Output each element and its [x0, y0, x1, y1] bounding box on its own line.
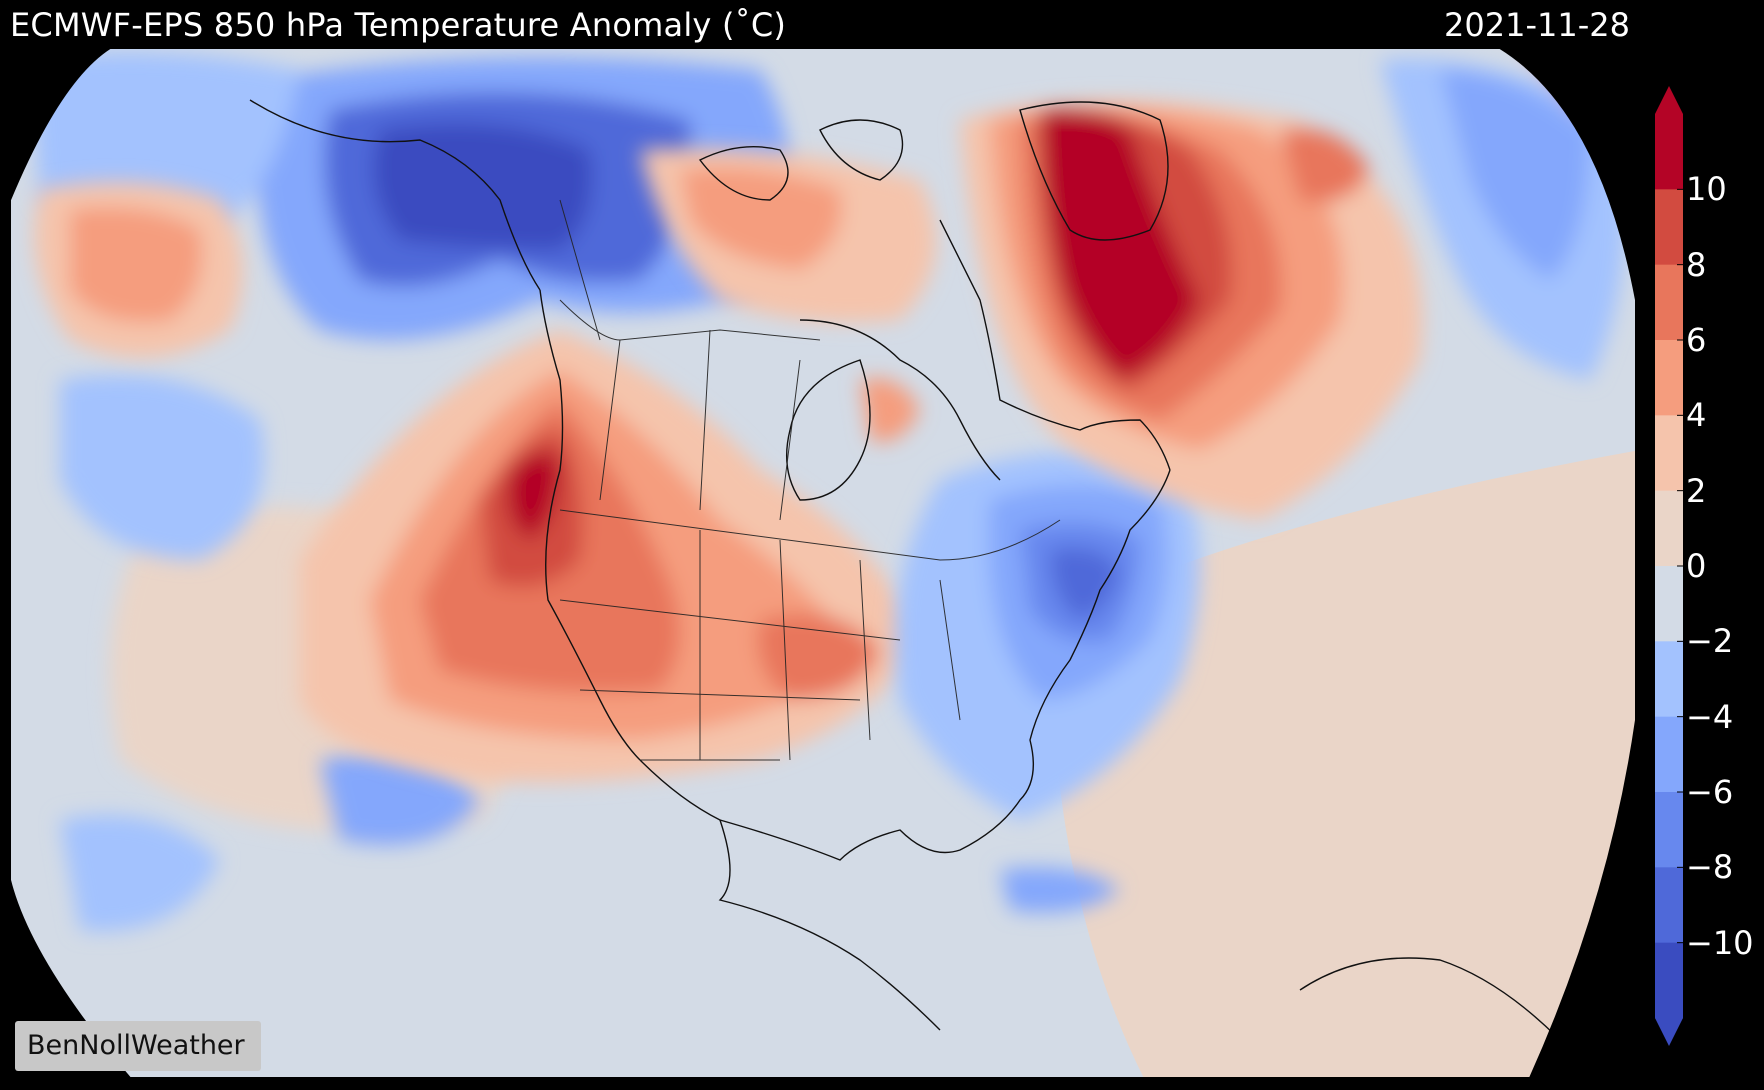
colorbar-segment	[1655, 867, 1683, 944]
colorbar-segment	[1655, 340, 1683, 416]
colorbar-segment	[1655, 264, 1683, 341]
colorbar-segment	[1655, 114, 1683, 190]
colorbar-segment	[1655, 641, 1683, 718]
valid-date: 2021-11-28	[1444, 6, 1630, 44]
colorbar-segment	[1655, 716, 1683, 793]
colorbar-tick-label: 6	[1686, 321, 1707, 359]
credit-badge: BenNollWeather	[15, 1021, 261, 1071]
coastlines	[249, 99, 1561, 1041]
map-title: ECMWF-EPS 850 hPa Temperature Anomaly (˚…	[10, 6, 787, 44]
colorbar-segment	[1655, 792, 1683, 868]
colorbar-tick-label: 4	[1686, 396, 1707, 435]
colorbar-segment	[1655, 566, 1683, 642]
colorbar-extend-max	[1655, 86, 1683, 114]
colorbar	[1655, 86, 1683, 1046]
colorbar-tick-label: −4	[1686, 697, 1734, 736]
colorbar-tick-label: 10	[1686, 170, 1727, 209]
colorbar-tick-label: −10	[1686, 923, 1754, 962]
colorbar-tick-label: −6	[1686, 773, 1734, 811]
colorbar-segment	[1655, 415, 1683, 492]
colorbar-tick-label: −8	[1686, 848, 1734, 887]
colorbar-extend-min	[1655, 1018, 1683, 1046]
borders	[559, 199, 1061, 761]
colorbar-segment	[1655, 189, 1683, 266]
colorbar-tick-label: 8	[1686, 245, 1707, 284]
colorbar-tick-label: 0	[1686, 547, 1707, 585]
colorbar-tick-label: 2	[1686, 471, 1707, 510]
colorbar-segment	[1655, 942, 1683, 1019]
colorbar-tick-label: −2	[1686, 622, 1734, 661]
colorbar-segment	[1655, 490, 1683, 567]
